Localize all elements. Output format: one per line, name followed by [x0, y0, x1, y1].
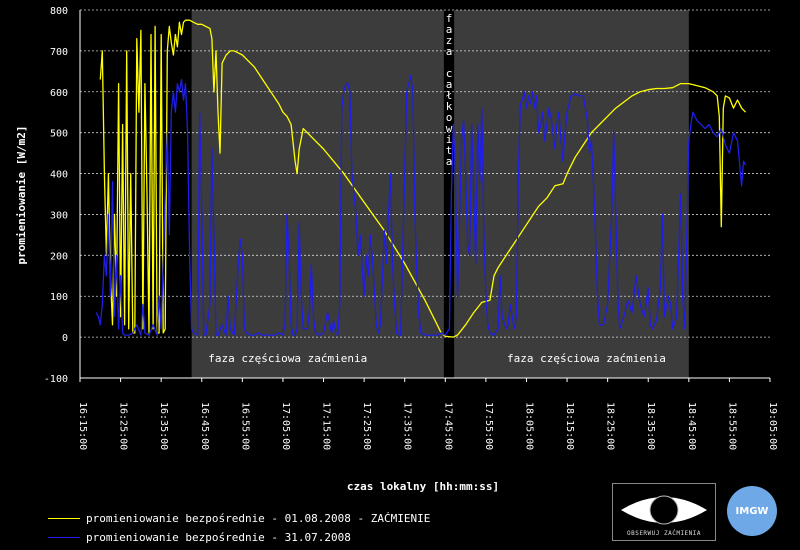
y-tick-label: 600 — [50, 88, 68, 99]
y-axis-label: promieniowanie [W/m2] — [15, 125, 28, 264]
x-tick-label: 16:35:00 — [158, 402, 169, 450]
y-tick-label: 400 — [50, 170, 68, 181]
phase-label-total-char: k — [446, 100, 453, 113]
imgw-logo-caption: IMGW — [735, 506, 769, 517]
x-tick-label: 18:45:00 — [686, 402, 697, 450]
phase-label-partial-2: faza częściowa zaćmienia — [507, 352, 666, 365]
phase-labels: faza częściowa zaćmieniafazacałkowitafaz… — [208, 12, 666, 365]
legend-swatch-blue — [48, 537, 80, 538]
legend-item-eclipse: promieniowanie bezpośrednie - 01.08.2008… — [48, 512, 430, 525]
x-tick-label: 17:55:00 — [483, 402, 494, 450]
y-tick-label: 700 — [50, 47, 68, 58]
phase-label-total-char: a — [446, 155, 453, 168]
x-tick-label: 17:25:00 — [361, 402, 372, 450]
phase-label-partial-0: faza częściowa zaćmienia — [208, 352, 367, 365]
x-tick-label: 17:35:00 — [402, 402, 413, 450]
phase-label-total-char: t — [446, 144, 453, 157]
phase-band-0 — [191, 10, 444, 378]
x-tick-label: 16:45:00 — [199, 402, 210, 450]
x-tick-label: 16:25:00 — [118, 402, 129, 450]
phase-label-total-char: o — [446, 111, 453, 124]
phase-label-total-char: z — [446, 34, 453, 47]
y-tick-label: 800 — [50, 6, 68, 17]
eye-icon — [621, 495, 707, 525]
phase-label-total-char: f — [446, 12, 453, 25]
y-tick-label: 500 — [50, 129, 68, 140]
x-tick-label: 17:15:00 — [321, 402, 332, 450]
x-tick-label: 18:05:00 — [523, 402, 534, 450]
phase-band-1 — [443, 10, 455, 378]
x-tick-label: 17:05:00 — [280, 402, 291, 450]
x-tick-label: 18:15:00 — [564, 402, 575, 450]
x-tick-label: 16:15:00 — [77, 402, 88, 450]
y-tick-label: -100 — [44, 374, 68, 385]
observe-logo-caption: OBSERWUJ ZAĆMIENIA — [626, 530, 702, 537]
imgw-logo: IMGW — [727, 486, 777, 536]
phase-label-total-char: a — [446, 45, 453, 58]
x-tick-label: 19:05:00 — [767, 402, 778, 450]
series-line-0 — [99, 19, 747, 338]
phase-label-total-char: i — [446, 133, 453, 146]
legend-item-reference: promieniowanie bezpośrednie - 31.07.2008 — [48, 531, 351, 544]
x-tick-label: 16:55:00 — [239, 402, 250, 450]
x-tick-label: 17:45:00 — [442, 402, 453, 450]
series-line-1 — [95, 74, 747, 336]
y-tick-label: 200 — [50, 251, 68, 262]
x-tick-label: 18:35:00 — [645, 402, 656, 450]
axes: -100 0 100 200 300 400 500 600 700 800 16:15:00 16:… — [44, 6, 778, 450]
x-tick-label: 18:25:00 — [605, 402, 616, 450]
phase-label-total-char: c — [446, 67, 453, 80]
x-axis-label: czas lokalny [hh:mm:ss] — [347, 480, 499, 493]
legend-label-eclipse: promieniowanie bezpośrednie - 01.08.2008… — [86, 512, 431, 525]
legend-swatch-yellow — [48, 518, 80, 519]
phase-band-2 — [454, 10, 689, 378]
x-tick-label: 18:55:00 — [726, 402, 737, 450]
phase-shading — [191, 10, 689, 378]
observe-eclipse-logo: OBSERWUJ ZAĆMIENIA — [612, 483, 716, 541]
phase-label-total-char: w — [446, 122, 453, 135]
legend-label-reference: promieniowanie bezpośrednie - 31.07.2008 — [86, 531, 351, 544]
phase-label-total-char: a — [446, 78, 453, 91]
y-tick-label: 0 — [62, 333, 68, 344]
phase-label-total-char: ł — [446, 89, 453, 102]
y-tick-label: 300 — [50, 210, 68, 221]
y-tick-label: 100 — [50, 292, 68, 303]
series — [95, 19, 747, 338]
phase-label-total-char: a — [446, 23, 453, 36]
